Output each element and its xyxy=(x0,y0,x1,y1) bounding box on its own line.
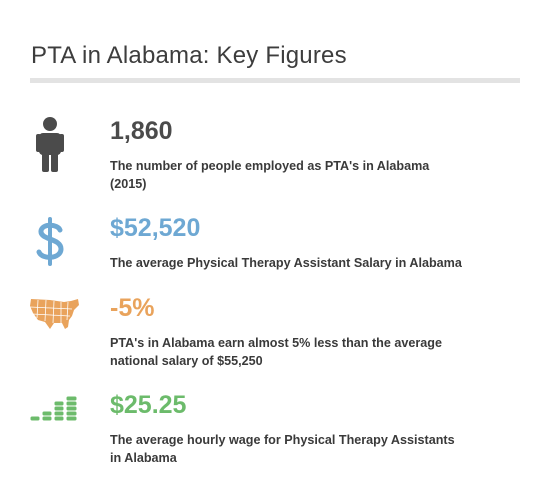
coins-icon xyxy=(29,395,78,422)
figure-description: The average hourly wage for Physical The… xyxy=(110,431,455,467)
description-line: The number of people employed as PTA's i… xyxy=(110,159,430,173)
dollar-icon xyxy=(36,217,64,266)
figure-description: The average Physical Therapy Assistant S… xyxy=(110,254,462,272)
description-line: in Alabama xyxy=(110,451,177,465)
person-icon xyxy=(36,117,64,172)
description-line: national salary of $55,250 xyxy=(110,354,263,368)
title: PTA in Alabama: Key Figures xyxy=(31,42,347,69)
figure-value: $52,520 xyxy=(110,214,201,242)
figure-value: -5% xyxy=(110,294,155,322)
description-line: (2015) xyxy=(110,177,147,191)
figure-description: The number of people employed as PTA's i… xyxy=(110,157,429,193)
description-line: The average Physical Therapy Assistant S… xyxy=(110,256,462,270)
figure-value: 1,860 xyxy=(110,117,173,145)
us-map-icon xyxy=(29,299,79,329)
description-line: The average hourly wage for Physical The… xyxy=(110,433,455,447)
divider xyxy=(30,78,520,83)
figure-description: PTA's in Alabama earn almost 5% less tha… xyxy=(110,334,442,370)
description-line: PTA's in Alabama earn almost 5% less tha… xyxy=(110,336,442,350)
figure-value: $25.25 xyxy=(110,391,187,419)
